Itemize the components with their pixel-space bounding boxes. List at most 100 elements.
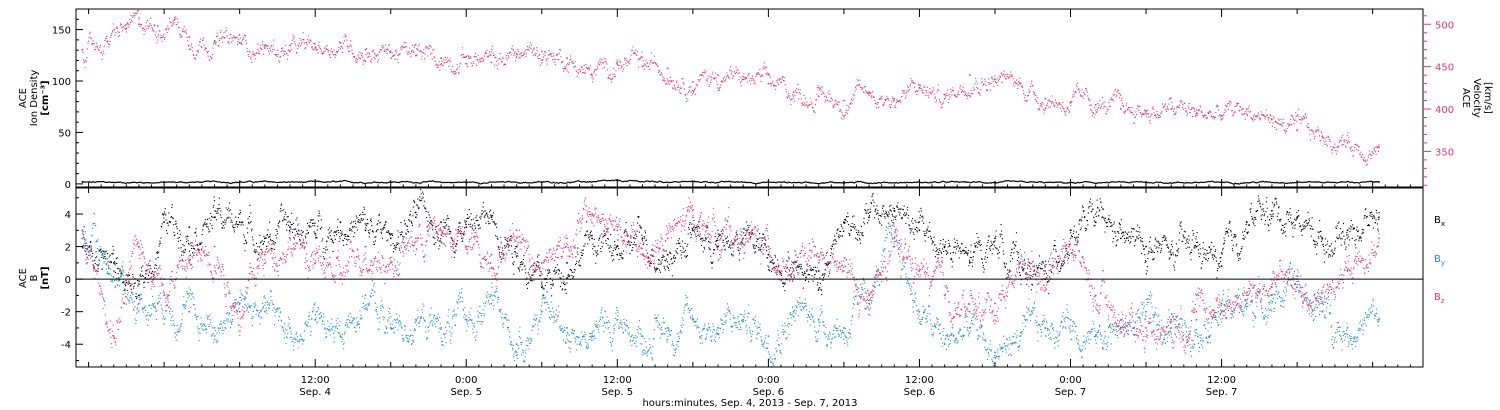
density-sample-mark — [964, 181, 966, 183]
density-sample-mark — [1044, 181, 1046, 183]
density-sample-mark — [500, 181, 502, 183]
velocity-sample-mark — [1021, 85, 1023, 87]
density-sample-mark — [420, 182, 422, 184]
density-sample-mark — [974, 181, 976, 183]
density-sample-mark — [373, 181, 375, 183]
velocity-sample-mark — [1260, 111, 1262, 113]
velocity-sample-mark — [900, 102, 902, 104]
density-sample-mark — [991, 182, 993, 184]
velocity-sample-mark — [574, 65, 576, 67]
density-sample-mark — [602, 179, 604, 181]
density-sample-mark — [458, 181, 460, 183]
velocity-sample-mark — [504, 63, 506, 65]
velocity-sample-mark — [1265, 116, 1267, 118]
velocity-sample-mark — [507, 52, 509, 54]
bx-sample-mark — [108, 256, 110, 258]
bx-point — [1170, 253, 1173, 256]
bx-sample-mark — [189, 254, 191, 256]
velocity-sample-mark — [1206, 118, 1208, 120]
density-sample-mark — [697, 181, 699, 183]
velocity-sample-mark — [649, 61, 651, 63]
bx-sample-mark — [117, 273, 119, 275]
velocity-sample-mark — [453, 70, 455, 72]
bx-sample-mark — [128, 281, 130, 283]
density-sample-mark — [497, 181, 499, 183]
density-sample-mark — [96, 181, 98, 183]
velocity-sample-mark — [104, 39, 106, 41]
bx-sample-mark — [281, 203, 283, 205]
velocity-sample-mark — [1184, 107, 1186, 109]
density-sample-mark — [987, 182, 989, 184]
velocity-sample-mark — [102, 50, 104, 52]
velocity-sample-mark — [681, 87, 683, 89]
density-sample-mark — [878, 182, 880, 184]
velocity-sample-mark — [115, 27, 117, 29]
velocity-sample-mark — [661, 73, 663, 75]
bx-sample-mark — [381, 237, 383, 239]
velocity-sample-mark — [938, 89, 940, 91]
density-sample-mark — [160, 181, 162, 183]
velocity-point — [792, 91, 795, 93]
bx-sample-mark — [202, 229, 204, 231]
velocity-sample-mark — [1307, 127, 1309, 129]
velocity-sample-mark — [800, 93, 802, 95]
density-sample-mark — [444, 182, 446, 184]
density-sample-mark — [712, 181, 714, 183]
velocity-sample-mark — [1193, 108, 1195, 110]
velocity-sample-mark — [338, 47, 340, 49]
density-sample-mark — [823, 182, 825, 184]
velocity-sample-mark — [719, 86, 721, 88]
velocity-point — [1094, 103, 1097, 106]
velocity-sample-mark — [1040, 104, 1042, 106]
density-sample-mark — [471, 181, 473, 183]
velocity-sample-mark — [360, 52, 362, 54]
bx-sample-mark — [85, 253, 87, 255]
density-sample-mark — [991, 182, 993, 184]
density-sample-mark — [910, 182, 912, 184]
velocity-sample-mark — [302, 32, 304, 34]
velocity-sample-mark — [829, 93, 831, 95]
velocity-sample-mark — [106, 35, 108, 37]
velocity-sample-mark — [885, 99, 887, 101]
density-sample-mark — [808, 181, 810, 183]
density-sample-mark — [913, 181, 915, 183]
velocity-sample-mark — [805, 97, 807, 99]
velocity-sample-mark — [1223, 111, 1225, 113]
density-sample-mark — [522, 181, 524, 183]
density-sample-mark — [821, 182, 823, 184]
velocity-sample-mark — [294, 43, 296, 45]
velocity-sample-mark — [1132, 113, 1134, 115]
velocity-sample-mark — [147, 25, 149, 27]
velocity-sample-mark — [529, 45, 531, 47]
density-sample-mark — [203, 181, 205, 183]
velocity-sample-mark — [710, 81, 712, 83]
velocity-sample-mark — [294, 41, 296, 43]
velocity-sample-mark — [1155, 116, 1157, 118]
velocity-sample-mark — [636, 51, 638, 53]
velocity-sample-mark — [924, 90, 926, 92]
velocity-sample-mark — [435, 64, 437, 66]
velocity-sample-mark — [962, 90, 964, 92]
density-sample-mark — [445, 182, 447, 184]
density-sample-mark — [675, 181, 677, 183]
velocity-sample-mark — [751, 75, 753, 77]
density-sample-mark — [911, 182, 913, 184]
velocity-sample-mark — [1307, 123, 1309, 125]
velocity-sample-mark — [1230, 102, 1232, 104]
bx-sample-mark — [329, 235, 331, 237]
velocity-point — [1120, 108, 1122, 110]
velocity-sample-mark — [595, 74, 597, 76]
velocity-sample-mark — [477, 59, 479, 61]
density-sample-mark — [216, 181, 218, 183]
velocity-sample-mark — [722, 81, 724, 83]
velocity-sample-mark — [741, 80, 743, 82]
velocity-sample-mark — [1213, 116, 1215, 118]
density-sample-mark — [162, 181, 164, 183]
velocity-sample-mark — [409, 53, 411, 55]
density-sample-mark — [1027, 181, 1029, 183]
velocity-sample-mark — [227, 41, 229, 43]
density-sample-mark — [419, 183, 421, 185]
velocity-sample-mark — [1130, 111, 1132, 113]
velocity-sample-mark — [693, 90, 695, 92]
bx-sample-mark — [372, 231, 374, 233]
